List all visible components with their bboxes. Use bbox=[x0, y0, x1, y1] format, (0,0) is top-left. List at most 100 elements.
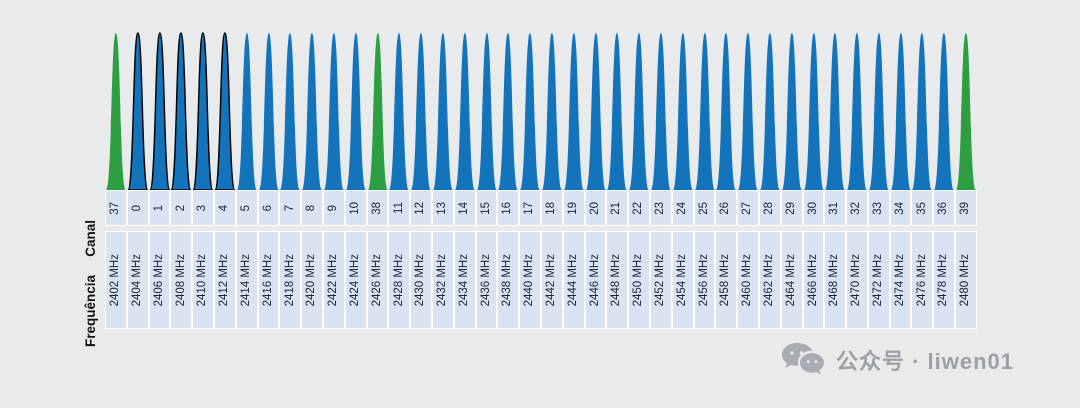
channel-column: 36 2478 MHz bbox=[933, 30, 956, 329]
channel-number-label: 23 bbox=[654, 201, 667, 215]
channel-number-label: 28 bbox=[763, 201, 776, 215]
frequency-cell: 2458 MHz bbox=[715, 231, 738, 329]
channel-column: 33 2472 MHz bbox=[867, 30, 890, 329]
frequency-cell: 2470 MHz bbox=[846, 231, 868, 329]
frequency-label: 2414 MHz bbox=[239, 253, 252, 307]
channel-column: 1 2406 MHz bbox=[148, 30, 171, 329]
channel-number-cell: 10 bbox=[344, 190, 367, 226]
channel-number-cell: 22 bbox=[628, 190, 650, 226]
frequency-label: 2408 MHz bbox=[174, 253, 187, 307]
frequency-cell: 2420 MHz bbox=[301, 231, 323, 329]
channel-peak-icon bbox=[105, 33, 126, 190]
frequency-cell: 2440 MHz bbox=[519, 231, 541, 329]
channel-number-label: 19 bbox=[566, 201, 579, 215]
channel-peak-icon bbox=[868, 33, 889, 190]
channel-number-label: 8 bbox=[305, 204, 318, 212]
channel-peak-icon bbox=[629, 33, 649, 190]
channel-number-label: 18 bbox=[545, 201, 558, 215]
channel-peak-icon bbox=[563, 33, 584, 190]
channel-number-label: 11 bbox=[392, 202, 405, 214]
channel-number-label: 35 bbox=[915, 201, 928, 215]
frequency-cell: 2426 MHz bbox=[366, 231, 389, 329]
frequency-cell: 2442 MHz bbox=[540, 231, 563, 329]
frequency-label: 2412 MHz bbox=[218, 253, 231, 307]
watermark: 公众号 · liwen01 bbox=[780, 342, 1014, 378]
channel-peak-icon bbox=[170, 30, 192, 190]
channel-column: 6 2416 MHz bbox=[257, 30, 280, 329]
channel-column: 16 2438 MHz bbox=[497, 30, 520, 329]
frequency-cell: 2464 MHz bbox=[780, 231, 803, 329]
channel-number-label: 15 bbox=[479, 201, 492, 215]
channel-peak-icon bbox=[367, 33, 388, 190]
channel-number-label: 17 bbox=[523, 201, 536, 215]
frequency-cell: 2444 MHz bbox=[562, 231, 585, 329]
channel-peak-icon bbox=[498, 33, 519, 190]
channel-number-label: 24 bbox=[675, 201, 688, 215]
channel-peak-icon bbox=[454, 33, 475, 190]
channel-column: 29 2464 MHz bbox=[780, 30, 803, 329]
channel-column: 32 2470 MHz bbox=[846, 30, 868, 329]
frequency-cell: 2410 MHz bbox=[192, 231, 214, 329]
frequency-label: 2420 MHz bbox=[305, 253, 318, 307]
channel-number-cell: 13 bbox=[431, 190, 454, 226]
frequency-cell: 2412 MHz bbox=[213, 231, 236, 329]
channel-column: 11 2428 MHz bbox=[388, 30, 411, 329]
frequency-cell: 2476 MHz bbox=[911, 231, 934, 329]
frequency-cell: 2408 MHz bbox=[170, 231, 193, 329]
frequency-cell: 2454 MHz bbox=[671, 231, 694, 329]
frequency-label: 2456 MHz bbox=[697, 253, 710, 307]
frequency-cell: 2430 MHz bbox=[410, 231, 432, 329]
channel-number-cell: 20 bbox=[584, 190, 607, 226]
channel-number-label: 0 bbox=[130, 204, 143, 212]
channel-grid: 37 2402 MHz 0 2404 MHz 1 2406 MHz bbox=[105, 30, 977, 329]
frequency-cell: 2424 MHz bbox=[344, 231, 367, 329]
frequency-label: 2422 MHz bbox=[327, 253, 340, 307]
channel-peak-icon bbox=[847, 33, 867, 190]
frequency-label: 2470 MHz bbox=[850, 253, 863, 307]
frequency-label: 2468 MHz bbox=[828, 253, 841, 307]
frequency-cell: 2472 MHz bbox=[867, 231, 890, 329]
frequency-label: 2418 MHz bbox=[283, 253, 296, 307]
channel-number-label: 36 bbox=[937, 201, 950, 215]
frequency-label: 2448 MHz bbox=[610, 253, 623, 307]
frequency-label: 2454 MHz bbox=[675, 253, 688, 307]
channel-peak-icon bbox=[803, 33, 824, 190]
channel-peak-icon bbox=[650, 33, 671, 190]
channel-column: 28 2462 MHz bbox=[758, 30, 781, 329]
frequency-label: 2430 MHz bbox=[414, 253, 427, 307]
channel-number-label: 4 bbox=[218, 204, 231, 212]
frequency-cell: 2406 MHz bbox=[148, 231, 171, 329]
channel-peak-icon bbox=[825, 33, 846, 190]
frequency-cell: 2438 MHz bbox=[497, 231, 520, 329]
channel-number-cell: 7 bbox=[279, 190, 302, 226]
frequency-cell: 2414 MHz bbox=[235, 231, 258, 329]
channel-column: 34 2474 MHz bbox=[889, 30, 912, 329]
frequency-label: 2436 MHz bbox=[479, 253, 492, 307]
frequency-cell: 2432 MHz bbox=[431, 231, 454, 329]
channel-number-cell: 11 bbox=[388, 190, 411, 226]
frequency-cell: 2436 MHz bbox=[475, 231, 498, 329]
channel-peak-icon bbox=[323, 33, 344, 190]
channel-column: 18 2442 MHz bbox=[540, 30, 563, 329]
channel-peak-icon bbox=[345, 33, 366, 190]
channel-number-cell: 6 bbox=[257, 190, 280, 226]
frequency-cell: 2450 MHz bbox=[628, 231, 650, 329]
channel-column: 23 2452 MHz bbox=[649, 30, 672, 329]
frequency-label: 2428 MHz bbox=[392, 253, 405, 307]
frequency-cell: 2480 MHz bbox=[955, 231, 977, 329]
channel-column: 38 2426 MHz bbox=[366, 30, 389, 329]
channel-number-cell: 4 bbox=[213, 190, 236, 226]
channel-number-label: 7 bbox=[283, 204, 296, 212]
channel-peak-icon bbox=[934, 33, 955, 190]
frequency-label: 2416 MHz bbox=[261, 253, 274, 307]
frequency-cell: 2460 MHz bbox=[737, 231, 759, 329]
channel-number-label: 2 bbox=[174, 204, 187, 212]
channel-number-cell: 28 bbox=[758, 190, 781, 226]
channel-peak-icon bbox=[956, 33, 976, 190]
channel-number-label: 26 bbox=[719, 201, 732, 215]
channel-number-cell: 34 bbox=[889, 190, 912, 226]
channel-number-cell: 16 bbox=[497, 190, 520, 226]
frequency-cell: 2446 MHz bbox=[584, 231, 607, 329]
channel-number-cell: 19 bbox=[562, 190, 585, 226]
channel-number-cell: 27 bbox=[737, 190, 759, 226]
